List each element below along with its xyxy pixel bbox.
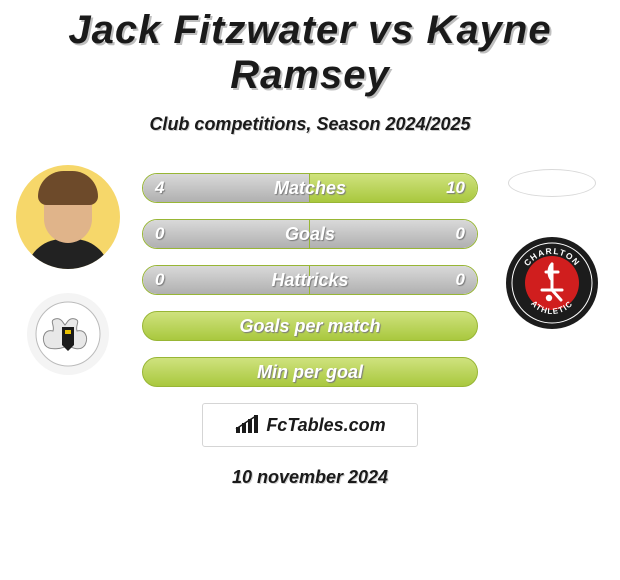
branding-badge: FcTables.com (202, 403, 418, 447)
stat-label: Hattricks (143, 270, 477, 291)
stat-row-matches: 4 Matches 10 (142, 173, 478, 203)
exeter-crest-icon (35, 301, 101, 367)
club-left-crest (27, 293, 109, 375)
stat-row-goals: 0 Goals 0 (142, 219, 478, 249)
stat-row-min-per-goal: Min per goal (142, 357, 478, 387)
page-title: Jack Fitzwater vs Kayne Ramsey (0, 0, 620, 98)
stat-right-value: 0 (456, 270, 465, 290)
charlton-crest-icon: CHARLTON ATHLETIC (509, 240, 595, 326)
stat-label: Matches (143, 178, 477, 199)
stat-label: Goals per match (143, 316, 477, 337)
player-left-avatar (16, 165, 120, 269)
stat-bars: 4 Matches 10 0 Goals 0 0 Hattricks 0 Goa… (142, 165, 478, 387)
stat-label: Min per goal (143, 362, 477, 383)
stat-right-value: 0 (456, 224, 465, 244)
player-right-column: CHARLTON ATHLETIC (492, 165, 612, 329)
club-right-crest: CHARLTON ATHLETIC (506, 237, 598, 329)
snapshot-date: 10 november 2024 (0, 467, 620, 488)
stat-row-goals-per-match: Goals per match (142, 311, 478, 341)
player-left-column (8, 165, 128, 375)
stat-label: Goals (143, 224, 477, 245)
comparison-arena: CHARLTON ATHLETIC (0, 165, 620, 387)
subtitle: Club competitions, Season 2024/2025 (0, 114, 620, 135)
stat-right-value: 10 (446, 178, 465, 198)
player-right-avatar (508, 169, 596, 197)
comparison-card: Jack Fitzwater vs Kayne Ramsey Club comp… (0, 0, 620, 580)
fctables-logo-icon (234, 415, 260, 435)
branding-text: FcTables.com (266, 415, 385, 436)
stat-row-hattricks: 0 Hattricks 0 (142, 265, 478, 295)
